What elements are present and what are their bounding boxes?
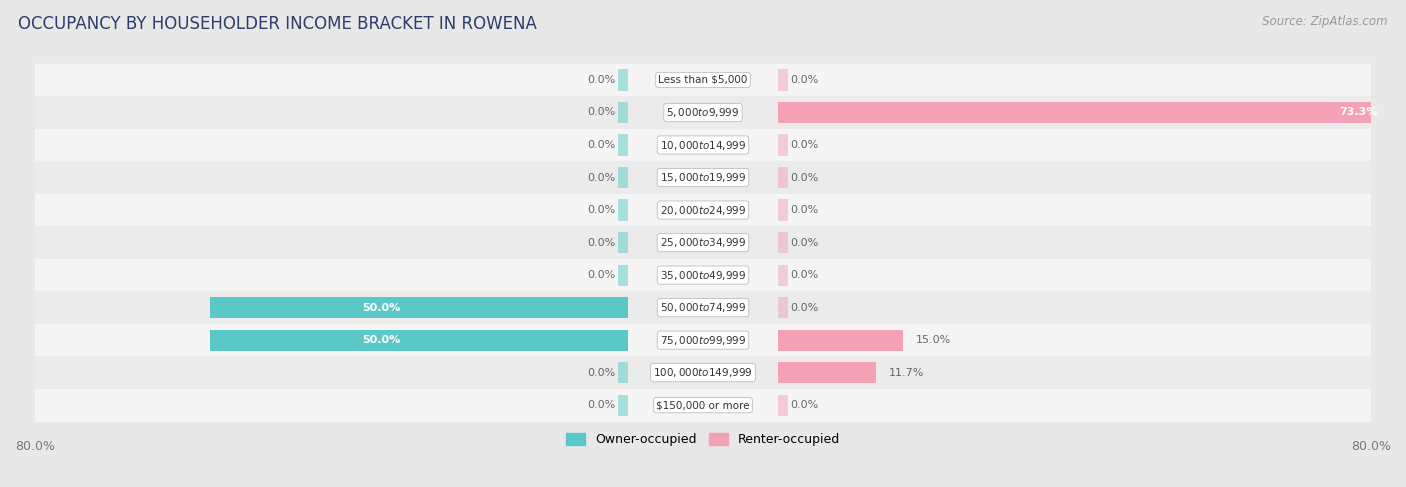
Text: 11.7%: 11.7%: [889, 368, 924, 377]
Bar: [35, 324, 1371, 356]
Bar: [35, 389, 1371, 421]
Text: OCCUPANCY BY HOUSEHOLDER INCOME BRACKET IN ROWENA: OCCUPANCY BY HOUSEHOLDER INCOME BRACKET …: [18, 15, 537, 33]
Bar: [778, 264, 789, 286]
Bar: [35, 64, 1371, 96]
Bar: [617, 102, 628, 123]
Text: 73.3%: 73.3%: [1340, 108, 1378, 117]
Bar: [778, 70, 789, 91]
Text: Less than $5,000: Less than $5,000: [658, 75, 748, 85]
Bar: [778, 232, 789, 253]
Text: $15,000 to $19,999: $15,000 to $19,999: [659, 171, 747, 184]
Bar: [617, 134, 628, 155]
Legend: Owner-occupied, Renter-occupied: Owner-occupied, Renter-occupied: [561, 428, 845, 451]
Bar: [35, 96, 1371, 129]
Bar: [778, 102, 1391, 123]
Text: 0.0%: 0.0%: [790, 302, 818, 313]
Bar: [35, 259, 1371, 291]
Text: $50,000 to $74,999: $50,000 to $74,999: [659, 301, 747, 314]
Bar: [617, 200, 628, 221]
Bar: [778, 362, 876, 383]
Bar: [617, 167, 628, 188]
Bar: [211, 330, 628, 351]
Text: 0.0%: 0.0%: [588, 108, 616, 117]
Bar: [778, 167, 789, 188]
Bar: [35, 194, 1371, 226]
Bar: [617, 232, 628, 253]
Text: 0.0%: 0.0%: [588, 368, 616, 377]
Text: 50.0%: 50.0%: [363, 335, 401, 345]
Bar: [778, 330, 904, 351]
Text: $150,000 or more: $150,000 or more: [657, 400, 749, 410]
Bar: [35, 129, 1371, 161]
Bar: [778, 200, 789, 221]
Text: 0.0%: 0.0%: [790, 172, 818, 183]
Text: 50.0%: 50.0%: [363, 302, 401, 313]
Text: 0.0%: 0.0%: [588, 75, 616, 85]
Text: 15.0%: 15.0%: [915, 335, 952, 345]
Text: $25,000 to $34,999: $25,000 to $34,999: [659, 236, 747, 249]
Bar: [778, 297, 789, 318]
Text: 0.0%: 0.0%: [790, 75, 818, 85]
Bar: [35, 291, 1371, 324]
Bar: [35, 356, 1371, 389]
Text: 0.0%: 0.0%: [790, 270, 818, 280]
Bar: [35, 161, 1371, 194]
Text: 0.0%: 0.0%: [790, 140, 818, 150]
Text: 0.0%: 0.0%: [588, 238, 616, 247]
Text: 0.0%: 0.0%: [790, 400, 818, 410]
Text: 0.0%: 0.0%: [588, 205, 616, 215]
Text: 0.0%: 0.0%: [790, 238, 818, 247]
Bar: [778, 394, 789, 416]
Text: 0.0%: 0.0%: [588, 270, 616, 280]
Bar: [617, 362, 628, 383]
Bar: [617, 264, 628, 286]
Text: $100,000 to $149,999: $100,000 to $149,999: [654, 366, 752, 379]
Text: Source: ZipAtlas.com: Source: ZipAtlas.com: [1263, 15, 1388, 28]
Text: 0.0%: 0.0%: [588, 400, 616, 410]
Bar: [617, 394, 628, 416]
Text: 0.0%: 0.0%: [588, 140, 616, 150]
Text: $10,000 to $14,999: $10,000 to $14,999: [659, 138, 747, 151]
Text: $35,000 to $49,999: $35,000 to $49,999: [659, 269, 747, 281]
Bar: [211, 297, 628, 318]
Text: $20,000 to $24,999: $20,000 to $24,999: [659, 204, 747, 217]
Bar: [617, 70, 628, 91]
Bar: [35, 226, 1371, 259]
Text: $75,000 to $99,999: $75,000 to $99,999: [659, 334, 747, 347]
Text: $5,000 to $9,999: $5,000 to $9,999: [666, 106, 740, 119]
Bar: [778, 134, 789, 155]
Text: 0.0%: 0.0%: [588, 172, 616, 183]
Text: 0.0%: 0.0%: [790, 205, 818, 215]
